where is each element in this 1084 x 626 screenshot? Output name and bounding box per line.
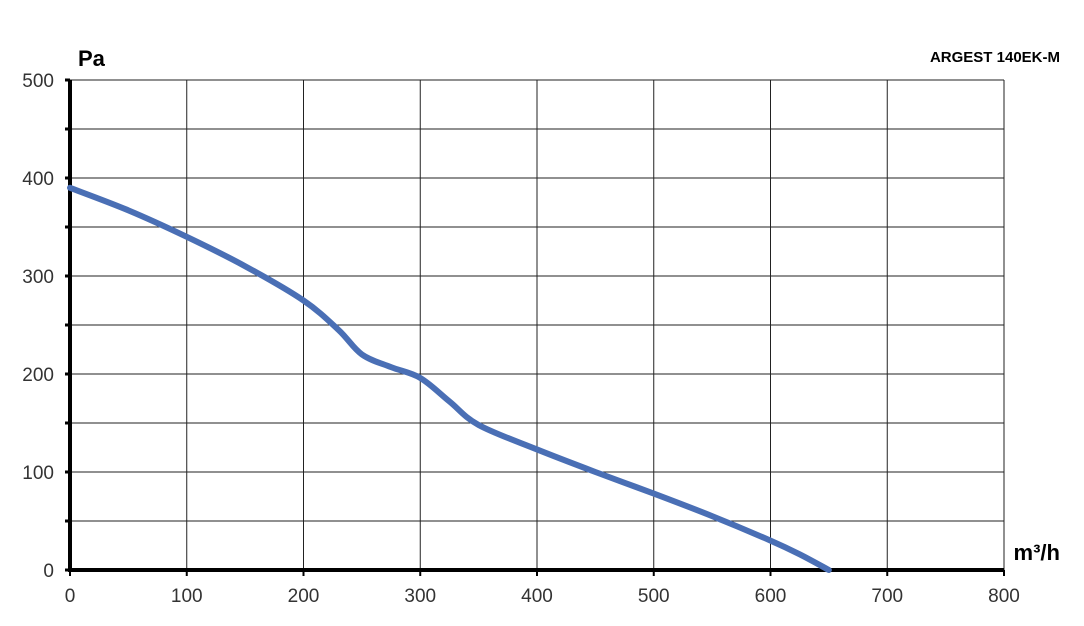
x-tick-label: 800	[988, 586, 1020, 607]
x-tick-label: 700	[871, 586, 903, 607]
x-tick-label: 0	[65, 586, 76, 607]
tick-labels: 0 100 200 300 400 500 600 700 800 0 100 200 300 400 50…	[22, 71, 1020, 607]
series-line	[67, 184, 832, 573]
y-tick-label: 200	[22, 365, 54, 386]
y-tick-label: 100	[22, 463, 54, 484]
y-tick-label: 0	[43, 561, 54, 582]
x-tick-label: 200	[288, 586, 320, 607]
x-tick-label: 500	[638, 586, 670, 607]
x-axis-label: m³/h	[1014, 540, 1060, 565]
x-tick-label: 600	[755, 586, 787, 607]
axes	[65, 78, 1005, 576]
grid	[69, 79, 1005, 571]
y-tick-label: 400	[22, 169, 54, 190]
y-axis-label: Pa	[78, 46, 106, 71]
x-tick-label: 300	[404, 586, 436, 607]
x-tick-label: 400	[521, 586, 553, 607]
y-tick-label: 500	[22, 71, 54, 92]
y-tick-label: 300	[22, 267, 54, 288]
chart-title: ARGEST 140EK-M	[930, 49, 1060, 66]
x-tick-label: 100	[171, 586, 203, 607]
